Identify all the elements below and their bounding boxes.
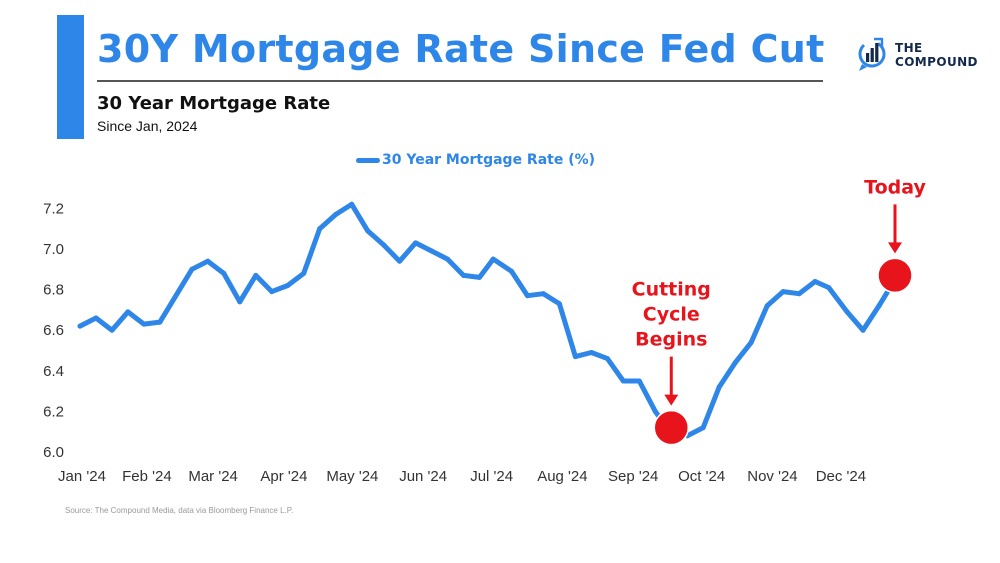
mortgage-rate-series-line bbox=[77, 201, 898, 439]
data-point-50 bbox=[876, 303, 882, 309]
data-point-46 bbox=[812, 279, 818, 284]
data-point-6 bbox=[173, 293, 179, 299]
data-point-22 bbox=[429, 248, 435, 254]
logo-text-the: THE bbox=[895, 41, 923, 55]
data-point-11 bbox=[253, 272, 259, 278]
data-point-26 bbox=[490, 256, 496, 262]
annotation-today-label-0: Today bbox=[864, 176, 926, 198]
source-note: Source: The Compound Media, data via Blo… bbox=[65, 506, 294, 515]
data-point-41 bbox=[732, 360, 738, 366]
annotation-cutting-cycle-arrowhead bbox=[664, 394, 679, 406]
y-tick-label-5: 7.0 bbox=[43, 241, 64, 258]
chart-date-range: Since Jan, 2024 bbox=[97, 118, 198, 134]
data-point-24 bbox=[461, 272, 466, 278]
data-point-20 bbox=[397, 258, 403, 264]
data-point-3 bbox=[125, 309, 131, 315]
annotation-cutting-cycle-marker bbox=[653, 409, 690, 446]
data-point-43 bbox=[764, 303, 770, 309]
data-point-33 bbox=[604, 356, 610, 362]
annotation-today-arrowhead bbox=[888, 242, 902, 254]
compound-logo-icon bbox=[858, 37, 886, 71]
data-point-0 bbox=[77, 323, 83, 329]
y-tick-label-6: 7.2 bbox=[43, 200, 64, 217]
data-point-9 bbox=[221, 270, 227, 276]
data-point-21 bbox=[413, 240, 419, 246]
data-point-42 bbox=[748, 339, 754, 345]
data-point-27 bbox=[509, 268, 514, 274]
x-tick-label-3: Apr '24 bbox=[260, 468, 307, 485]
logo-text-compound: COMPOUND bbox=[895, 55, 978, 69]
x-tick-label-2: Mar '24 bbox=[188, 468, 238, 485]
title-accent-bar bbox=[57, 15, 84, 139]
y-tick-label-1: 6.2 bbox=[43, 403, 64, 420]
legend-swatch bbox=[356, 157, 380, 163]
data-point-34 bbox=[620, 378, 626, 384]
data-point-39 bbox=[700, 425, 706, 431]
y-tick-label-3: 6.6 bbox=[43, 322, 64, 339]
data-point-48 bbox=[844, 309, 850, 315]
annotation-cutting-cycle-label-2: Begins bbox=[635, 329, 707, 351]
data-point-19 bbox=[381, 242, 387, 248]
data-point-35 bbox=[636, 378, 642, 384]
data-point-8 bbox=[205, 258, 211, 264]
data-point-25 bbox=[477, 274, 482, 280]
data-point-30 bbox=[556, 301, 562, 307]
data-point-16 bbox=[333, 212, 339, 217]
annotation-today-marker bbox=[877, 257, 913, 294]
x-tick-label-11: Dec '24 bbox=[816, 468, 866, 485]
data-point-28 bbox=[525, 293, 530, 299]
y-tick-label-4: 6.8 bbox=[43, 282, 64, 299]
x-tick-label-9: Oct '24 bbox=[678, 468, 725, 485]
x-tick-label-7: Aug '24 bbox=[537, 468, 587, 485]
data-point-15 bbox=[317, 226, 323, 232]
title-divider bbox=[97, 80, 823, 82]
data-point-7 bbox=[189, 266, 195, 272]
x-tick-label-0: Jan '24 bbox=[58, 468, 106, 485]
x-tick-label-1: Feb '24 bbox=[122, 468, 172, 485]
data-point-29 bbox=[540, 291, 546, 297]
data-point-2 bbox=[109, 327, 115, 333]
page-title: 30Y Mortgage Rate Since Fed Cut bbox=[97, 27, 825, 71]
data-point-5 bbox=[157, 319, 163, 325]
x-tick-label-4: May '24 bbox=[326, 468, 378, 485]
data-point-10 bbox=[237, 299, 243, 305]
the-compound-logo: THE COMPOUND bbox=[856, 37, 978, 77]
x-tick-label-8: Sep '24 bbox=[608, 468, 658, 485]
y-tick-label-0: 6.0 bbox=[43, 444, 64, 461]
data-point-44 bbox=[780, 289, 786, 295]
data-point-49 bbox=[860, 327, 866, 333]
chart-legend: 30 Year Mortgage Rate (%) bbox=[356, 150, 595, 170]
data-point-23 bbox=[445, 256, 450, 262]
data-point-18 bbox=[365, 228, 371, 234]
data-point-12 bbox=[269, 289, 275, 295]
chart-subtitle: 30 Year Mortgage Rate bbox=[97, 93, 331, 114]
data-point-32 bbox=[588, 350, 594, 355]
data-point-17 bbox=[349, 201, 355, 207]
data-point-1 bbox=[93, 315, 99, 321]
data-point-4 bbox=[141, 321, 147, 327]
data-point-47 bbox=[826, 285, 832, 291]
data-point-31 bbox=[572, 354, 578, 360]
data-point-40 bbox=[716, 384, 722, 390]
y-tick-label-2: 6.4 bbox=[43, 363, 64, 380]
data-point-36 bbox=[652, 408, 658, 414]
x-tick-label-6: Jul '24 bbox=[470, 468, 513, 485]
x-tick-label-5: Jun '24 bbox=[399, 468, 447, 485]
data-point-13 bbox=[285, 283, 291, 288]
data-point-14 bbox=[301, 270, 307, 276]
legend-label: 30 Year Mortgage Rate (%) bbox=[382, 152, 596, 168]
data-point-45 bbox=[796, 291, 802, 297]
annotation-cutting-cycle-label-1: Cycle bbox=[643, 304, 700, 326]
annotation-cutting-cycle-label-0: Cutting bbox=[632, 279, 711, 301]
x-tick-label-10: Nov '24 bbox=[747, 468, 797, 485]
